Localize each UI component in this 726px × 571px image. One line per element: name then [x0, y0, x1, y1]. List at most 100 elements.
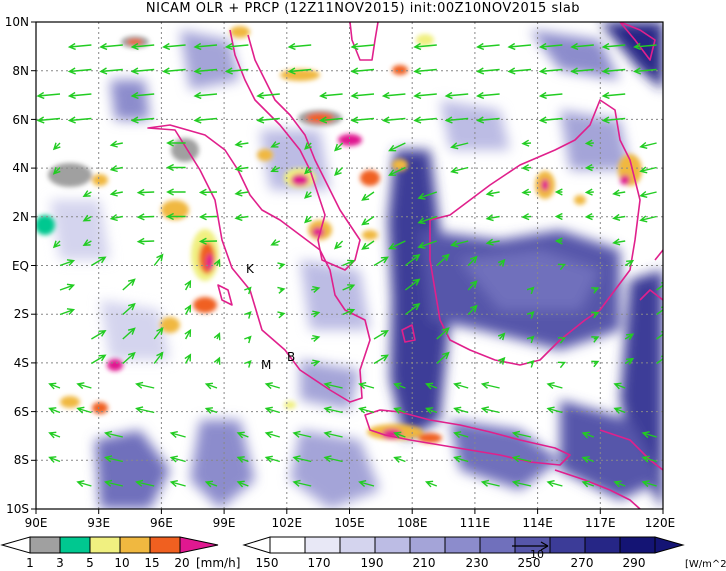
wind-arrow [323, 455, 343, 463]
wind-arrow [388, 240, 406, 250]
olr-cb-segment [549, 536, 586, 554]
wind-arrow [404, 278, 421, 291]
wind-arrow [546, 406, 563, 414]
wind-arrow [393, 431, 406, 439]
olr-cb-segment [444, 536, 481, 554]
wind-arrow [270, 165, 281, 173]
wind-arrow [104, 455, 123, 463]
wind-arrow [633, 67, 657, 75]
wind-arrow [169, 431, 186, 439]
wind-arrow [393, 407, 406, 414]
wind-arrow [67, 91, 92, 100]
wind-arrow [546, 480, 563, 488]
wind-arrow [436, 327, 450, 340]
wind-arrow [521, 139, 532, 147]
wind-arrow [381, 116, 406, 124]
wind-arrow [424, 480, 438, 488]
wind-arrow [373, 329, 389, 340]
olr-cb-segment [584, 536, 621, 554]
marker-k: K [246, 262, 255, 276]
wind-arrow [184, 328, 192, 340]
wind-arrow [36, 91, 61, 100]
wind-arrow [453, 406, 469, 414]
wind-arrow [264, 382, 280, 390]
wind-arrow [277, 311, 286, 319]
wind-arrow [277, 262, 286, 270]
precip-cb-segment [29, 536, 61, 554]
lon-label: 105E [334, 516, 365, 530]
wind-arrow [361, 240, 375, 250]
olr-cb-segment [409, 536, 446, 554]
wind-arrow [581, 480, 595, 488]
wind-arrow [204, 407, 218, 414]
wind-arrow [224, 67, 249, 75]
lon-label: 120E [645, 516, 676, 530]
olr-cb-tick: 210 [413, 556, 436, 570]
wind-arrow [584, 188, 594, 196]
wind-arrow [130, 91, 155, 100]
map-title: NICAM OLR + PRCP (12Z11NOV2015) init:00Z… [145, 1, 581, 16]
wind-arrow [236, 431, 249, 439]
wind-arrow [135, 381, 155, 389]
wind-arrow [511, 455, 532, 463]
wind-arrow [526, 335, 535, 344]
wind-arrow [135, 479, 155, 487]
wind-arrow [136, 237, 155, 246]
lat-label: 8N [12, 64, 29, 78]
wind-arrow [104, 479, 123, 487]
wind-arrow [162, 42, 186, 51]
reference-vector-label: 10 [530, 548, 544, 561]
wind-vectors [36, 42, 663, 488]
wind-arrow [82, 239, 92, 246]
olr-colorbar: 150 170 190 210 230 250 270 290 [W/m^2] [242, 536, 726, 570]
lon-label: 117E [585, 516, 616, 530]
wind-arrow [244, 359, 252, 368]
wind-arrow [476, 116, 500, 124]
lon-label: 93E [87, 516, 110, 530]
wind-arrow [417, 191, 438, 200]
wind-arrow [507, 67, 532, 75]
olr-cb-tick: 270 [571, 556, 594, 570]
wind-arrow [99, 67, 123, 75]
reference-vector: 10 [512, 541, 549, 561]
wind-arrow [82, 214, 92, 222]
wind-arrow [193, 67, 218, 75]
wind-arrow [213, 356, 221, 365]
wind-arrow [591, 336, 600, 343]
wind-arrow [624, 259, 635, 267]
wind-arrow [76, 480, 92, 488]
lon-label: 90E [25, 516, 48, 530]
wind-arrow [52, 167, 61, 175]
wind-arrow [264, 431, 280, 439]
wind-arrow [538, 116, 563, 124]
olr-cb-tick: 250 [518, 556, 541, 570]
wind-arrow [342, 308, 356, 316]
wind-arrow [358, 480, 375, 488]
wind-arrow [166, 163, 186, 172]
lon-label: 96E [150, 516, 173, 530]
lat-labels: 10N 8N 6N 4N 2N EQ 2S 4S 6S 8S 10S [5, 15, 29, 516]
olr-cb-segment [374, 536, 411, 554]
wind-arrow [59, 308, 76, 316]
wind-arrow [48, 456, 61, 463]
wind-arrow [334, 240, 344, 250]
wind-arrow [404, 253, 421, 267]
wind-arrow [244, 310, 252, 319]
wind-arrow [444, 116, 469, 124]
wind-arrow [450, 240, 469, 248]
reference-vector-head [540, 541, 549, 551]
wind-arrow [570, 67, 594, 75]
wind-arrow [526, 359, 535, 368]
wind-arrow [424, 407, 438, 414]
wind-arrow [393, 382, 406, 390]
wind-arrow [122, 302, 136, 316]
wind-arrow [480, 479, 500, 487]
wind-arrow [612, 213, 626, 222]
wind-arrow [244, 286, 252, 295]
wind-arrow [393, 456, 406, 463]
wind-arrow [417, 215, 438, 225]
wind-arrow [639, 215, 657, 223]
wind-arrow [292, 430, 312, 438]
wind-arrow [169, 480, 186, 488]
wind-arrow [436, 351, 450, 365]
